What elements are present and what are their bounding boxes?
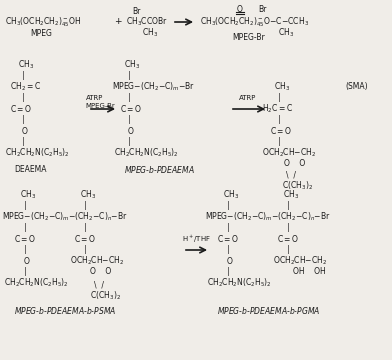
- Text: MPEG-$b$-PDEAEMA: MPEG-$b$-PDEAEMA: [124, 164, 195, 175]
- Text: CH$_3$CCOBr: CH$_3$CCOBr: [126, 16, 168, 28]
- Text: C$=$O: C$=$O: [10, 104, 32, 114]
- Text: C$=$O: C$=$O: [120, 104, 142, 114]
- Text: CH$_2$CH$_2$N(C$_2$H$_5$)$_2$: CH$_2$CH$_2$N(C$_2$H$_5$)$_2$: [207, 277, 272, 289]
- Text: |: |: [24, 246, 27, 255]
- Text: CH$_2$CH$_2$N(C$_2$H$_5$)$_2$: CH$_2$CH$_2$N(C$_2$H$_5$)$_2$: [5, 147, 70, 159]
- Text: H$_2$C$=$C: H$_2$C$=$C: [262, 103, 293, 115]
- Text: MPEG-$b$-PDEAEMA-$b$-PSMA: MPEG-$b$-PDEAEMA-$b$-PSMA: [14, 305, 116, 316]
- Text: |: |: [84, 224, 87, 233]
- Text: C$=$O: C$=$O: [217, 234, 239, 244]
- Text: |: |: [227, 202, 230, 211]
- Text: \  /: \ /: [286, 171, 296, 180]
- Text: ATRP: ATRP: [239, 95, 257, 101]
- Text: Br: Br: [132, 6, 140, 15]
- Text: (SMA): (SMA): [345, 82, 368, 91]
- Text: O: O: [227, 256, 233, 266]
- Text: +: +: [114, 18, 122, 27]
- Text: |: |: [22, 116, 25, 125]
- Text: |: |: [287, 202, 290, 211]
- Text: |: |: [227, 224, 230, 233]
- Text: |: |: [22, 94, 25, 103]
- Text: H$^+$/THF: H$^+$/THF: [181, 233, 211, 245]
- Text: CH$_2$$=$C: CH$_2$$=$C: [10, 81, 41, 93]
- Text: |: |: [128, 72, 131, 81]
- Text: O: O: [22, 126, 28, 135]
- Text: DEAEMA: DEAEMA: [14, 165, 47, 174]
- Text: |: |: [278, 138, 281, 147]
- Text: CH$_3$: CH$_3$: [80, 189, 96, 201]
- Text: OCH$_2$CH$-$CH$_2$: OCH$_2$CH$-$CH$_2$: [70, 255, 124, 267]
- Text: |: |: [128, 138, 131, 147]
- Text: CH$_3$: CH$_3$: [283, 189, 299, 201]
- Text: CH$_3$: CH$_3$: [20, 189, 36, 201]
- Text: Br: Br: [258, 4, 267, 13]
- Text: |: |: [24, 202, 27, 211]
- Text: CH$_3$: CH$_3$: [18, 59, 34, 71]
- Text: |: |: [24, 267, 27, 276]
- Text: CH$_3$: CH$_3$: [223, 189, 239, 201]
- Text: |: |: [128, 94, 131, 103]
- Text: |: |: [227, 267, 230, 276]
- Text: C(CH$_3$)$_2$: C(CH$_3$)$_2$: [282, 180, 313, 192]
- Text: C$=$O: C$=$O: [74, 234, 96, 244]
- Text: |: |: [278, 116, 281, 125]
- Text: C(CH$_3$)$_2$: C(CH$_3$)$_2$: [90, 290, 121, 302]
- Text: CH$_3$: CH$_3$: [142, 27, 158, 39]
- Text: C$=$O: C$=$O: [14, 234, 36, 244]
- Text: MPEG-$b$-PDEAEMA-$b$-PGMA: MPEG-$b$-PDEAEMA-$b$-PGMA: [217, 305, 321, 316]
- Text: |: |: [84, 202, 87, 211]
- Text: |: |: [22, 138, 25, 147]
- Text: O: O: [237, 4, 243, 13]
- Text: CH$_3$: CH$_3$: [274, 81, 290, 93]
- Text: O    O: O O: [90, 267, 111, 276]
- Text: |: |: [287, 224, 290, 233]
- Text: |: |: [24, 224, 27, 233]
- Text: MPEG$-$(CH$_2$$-$C)$_m$$-$Br: MPEG$-$(CH$_2$$-$C)$_m$$-$Br: [112, 81, 195, 93]
- Text: |: |: [227, 246, 230, 255]
- Text: OCH$_2$CH$-$CH$_2$: OCH$_2$CH$-$CH$_2$: [262, 147, 316, 159]
- Text: |: |: [287, 246, 290, 255]
- Text: OCH$_2$CH$-$CH$_2$: OCH$_2$CH$-$CH$_2$: [273, 255, 327, 267]
- Text: CH$_3$(OCH$_2$CH$_2$)$_{45}^-$O$-$C$-$CCH$_3$: CH$_3$(OCH$_2$CH$_2$)$_{45}^-$O$-$C$-$CC…: [200, 15, 309, 29]
- Text: CH$_2$CH$_2$N(C$_2$H$_5$)$_2$: CH$_2$CH$_2$N(C$_2$H$_5$)$_2$: [114, 147, 179, 159]
- Text: \  /: \ /: [94, 281, 104, 290]
- Text: |: |: [22, 72, 25, 81]
- Text: C$=$O: C$=$O: [270, 126, 292, 136]
- Text: CH$_2$CH$_2$N(C$_2$H$_5$)$_2$: CH$_2$CH$_2$N(C$_2$H$_5$)$_2$: [4, 277, 69, 289]
- Text: O: O: [24, 256, 30, 266]
- Text: O: O: [128, 126, 134, 135]
- Text: C$=$O: C$=$O: [277, 234, 299, 244]
- Text: MPEG-Br: MPEG-Br: [232, 32, 265, 41]
- Text: |: |: [84, 246, 87, 255]
- Text: OH    OH: OH OH: [293, 267, 326, 276]
- Text: MPEG-Br: MPEG-Br: [85, 103, 115, 109]
- Text: O    O: O O: [284, 159, 305, 168]
- Text: CH$_3$: CH$_3$: [278, 27, 294, 39]
- Text: CH$_3$(OCH$_2$CH$_2$)$_{45}^-$OH: CH$_3$(OCH$_2$CH$_2$)$_{45}^-$OH: [5, 15, 82, 29]
- Text: |: |: [278, 94, 281, 103]
- Text: MPEG: MPEG: [30, 30, 52, 39]
- Text: |: |: [128, 116, 131, 125]
- Text: MPEG$-$(CH$_2$$-$C)$_m$$-$(CH$_2$$-$C)$_n$$-$Br: MPEG$-$(CH$_2$$-$C)$_m$$-$(CH$_2$$-$C)$_…: [2, 211, 128, 223]
- Text: CH$_3$: CH$_3$: [124, 59, 140, 71]
- Text: MPEG$-$(CH$_2$$-$C)$_m$$-$(CH$_2$$-$C)$_n$$-$Br: MPEG$-$(CH$_2$$-$C)$_m$$-$(CH$_2$$-$C)$_…: [205, 211, 331, 223]
- Text: ATRP: ATRP: [86, 95, 104, 101]
